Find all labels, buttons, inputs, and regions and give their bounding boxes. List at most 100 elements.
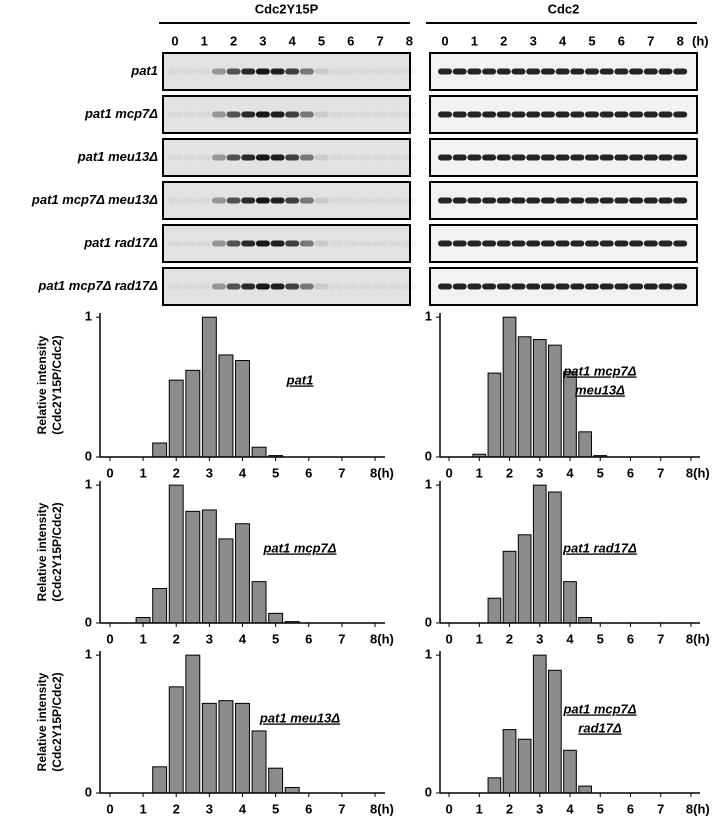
x-tick-label: 1 (476, 465, 483, 480)
blot-band (570, 197, 585, 204)
blot-band (599, 197, 614, 204)
y-tick-label: 0 (85, 784, 92, 799)
chart-title: meu13Δ (575, 382, 625, 397)
blot-band (387, 68, 402, 75)
blot-band (482, 68, 497, 75)
bar (502, 729, 517, 794)
blot-band (329, 240, 344, 247)
bar (532, 339, 547, 458)
blot-band (314, 240, 329, 247)
x-tick-label: 2 (506, 801, 513, 816)
blot-band (182, 111, 197, 118)
row-label: pat1 mcp7Δ (84, 106, 158, 121)
bar (487, 777, 502, 794)
bar (152, 766, 168, 794)
time-label: 8 (406, 33, 413, 48)
blot-band (467, 111, 482, 118)
x-tick-label: 6 (305, 801, 312, 816)
blot-band (467, 240, 482, 247)
row-label: pat1 mcp7Δ meu13Δ (31, 192, 158, 207)
blot-band (570, 154, 585, 161)
blot-band (658, 197, 673, 204)
blot-band (358, 68, 373, 75)
blot-band (255, 283, 270, 290)
y-tick-label: 0 (425, 448, 432, 463)
x-tick-label: 4 (566, 801, 574, 816)
time-label: 4 (559, 33, 567, 48)
blot-band (555, 283, 570, 290)
blot-band (373, 197, 388, 204)
blot-band (496, 283, 511, 290)
x-tick-label: 4 (566, 465, 574, 480)
blot-band (241, 240, 256, 247)
blot-band (438, 283, 452, 290)
blot-band (299, 240, 314, 247)
bar (235, 360, 250, 458)
blot-band (373, 111, 388, 118)
blot-band (496, 111, 511, 118)
blot-band (555, 154, 570, 161)
blot-band (402, 283, 417, 290)
blot-band (629, 240, 644, 247)
blot-band (314, 197, 329, 204)
blot-band (241, 154, 256, 161)
blot-band (285, 111, 300, 118)
blot-band (555, 197, 570, 204)
blot-band (614, 154, 629, 161)
blot-band (658, 68, 673, 75)
blot-band (452, 111, 467, 118)
y-tick-label: 1 (425, 477, 432, 492)
x-tick-label: 0 (106, 801, 113, 816)
blot-band (343, 283, 358, 290)
x-tick-label: 5 (272, 801, 279, 816)
blot-band (226, 111, 241, 118)
y-tick-label: 0 (85, 448, 92, 463)
blot-band (540, 283, 555, 290)
blot-band (599, 111, 614, 118)
time-label: 6 (618, 33, 625, 48)
blot-band (482, 240, 497, 247)
bar (548, 669, 562, 794)
blot-band (452, 240, 467, 247)
blot-band (197, 240, 212, 247)
blot-band (299, 197, 314, 204)
blot-band (526, 197, 541, 204)
x-tick-label: 2 (173, 631, 180, 646)
x-tick-label: 3 (536, 801, 543, 816)
x-tick-label: 7 (657, 631, 664, 646)
blot-band (329, 111, 344, 118)
blot-band (343, 240, 358, 247)
blot-band (182, 154, 197, 161)
blot-band (496, 197, 511, 204)
blot-band (255, 68, 270, 75)
blot-band (299, 283, 314, 290)
blot-band (643, 154, 658, 161)
blot-band (511, 283, 526, 290)
blot-band (673, 154, 688, 161)
time-label: 1 (201, 33, 208, 48)
blot-band (570, 240, 585, 247)
blot-band (168, 283, 182, 290)
blot-band (285, 283, 300, 290)
blot-band (599, 154, 614, 161)
bar (517, 534, 532, 624)
blot-band (643, 240, 658, 247)
blot-band (314, 283, 329, 290)
blot-band (211, 240, 226, 247)
chart-title: pat1 mcp7Δ (562, 701, 636, 716)
bar (532, 654, 547, 794)
time-label: 3 (530, 33, 537, 48)
blot-band (168, 197, 182, 204)
blot-band (270, 111, 285, 118)
blot-band (438, 111, 452, 118)
x-tick-label: 3 (206, 801, 213, 816)
x-tick-label: 2 (173, 801, 180, 816)
blot-band (270, 283, 285, 290)
x-tick-label: 7 (338, 801, 345, 816)
y-tick-label: 1 (425, 647, 432, 662)
y-axis-label: (Cdc2Y15P/Cdc2) (50, 335, 64, 434)
bar (235, 523, 250, 624)
blot-band (387, 111, 402, 118)
blot-band (673, 197, 688, 204)
x-tick-label: 2 (506, 631, 513, 646)
